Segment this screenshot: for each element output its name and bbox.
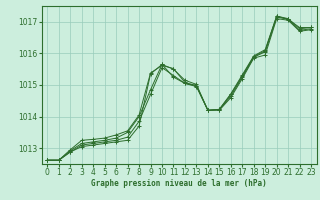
X-axis label: Graphe pression niveau de la mer (hPa): Graphe pression niveau de la mer (hPa) — [91, 179, 267, 188]
